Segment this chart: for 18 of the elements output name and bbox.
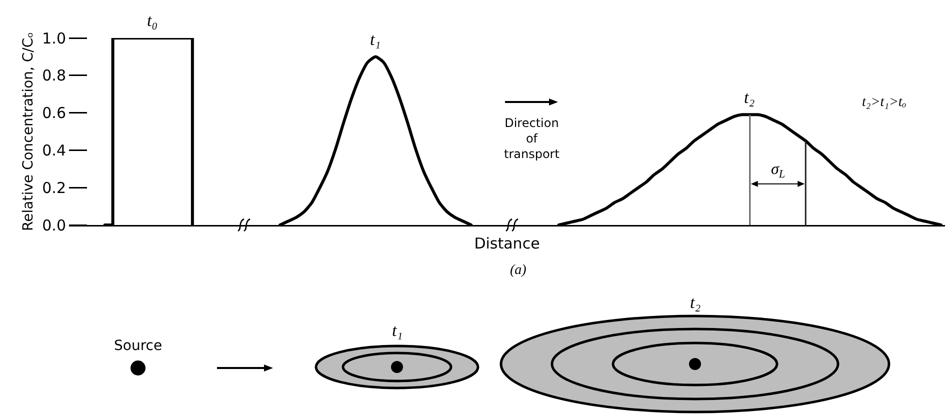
series-label: t₂ bbox=[744, 88, 755, 107]
annotation: σ$_{L}$ bbox=[771, 161, 786, 180]
series-label: t₀ bbox=[147, 11, 158, 30]
y-tick-label: 1.0 bbox=[42, 29, 66, 48]
text: (a) bbox=[510, 263, 527, 278]
y-tick-label: 0.8 bbox=[42, 66, 66, 85]
y-axis-title: Relative Concentration, C/Cₒ bbox=[20, 32, 37, 231]
text: t₁ bbox=[392, 321, 403, 340]
y-tick-label: 0.6 bbox=[42, 104, 66, 122]
y-tick-label: 0.0 bbox=[42, 216, 66, 234]
y-tick-label: 0.4 bbox=[42, 141, 66, 160]
text: t₂ bbox=[690, 293, 701, 312]
y-tick-label: 0.2 bbox=[42, 178, 66, 197]
series-label: t₁ bbox=[370, 30, 381, 49]
x-axis-title: Distance bbox=[474, 234, 540, 252]
annotation: Direction of transport bbox=[504, 116, 560, 162]
text: Source bbox=[114, 338, 162, 354]
annotation: t₂>t₁>tₒ bbox=[862, 95, 906, 110]
